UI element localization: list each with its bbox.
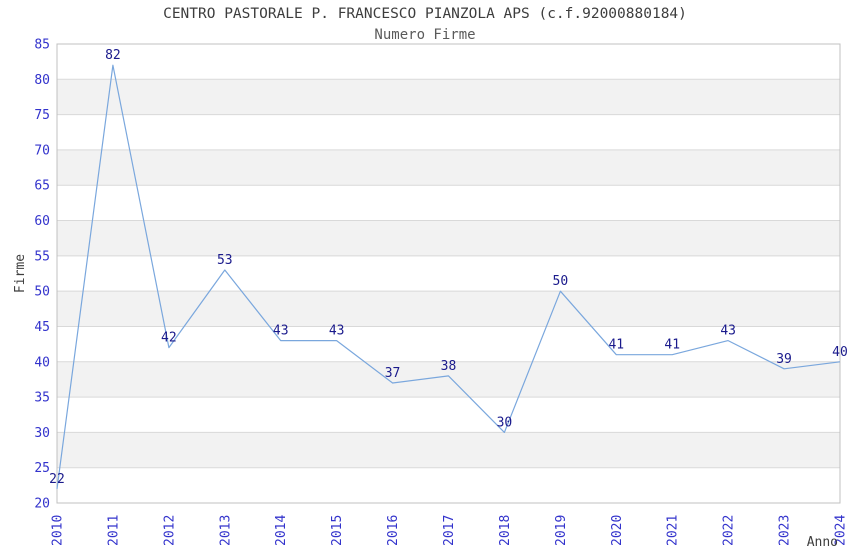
x-tick-label: 2021 [666, 515, 681, 546]
y-tick-label: 35 [34, 391, 50, 406]
y-tick-label: 75 [34, 108, 50, 123]
x-tick-label: 2024 [834, 515, 849, 546]
plot-band [57, 432, 840, 468]
data-line [56, 64, 841, 489]
x-tick-label: 2022 [722, 515, 737, 546]
y-tick-label: 60 [34, 214, 50, 229]
point-value-label: 40 [832, 345, 848, 360]
plot-band [57, 149, 840, 186]
x-tick-label: 2014 [274, 515, 289, 546]
x-tick-label: 2015 [330, 515, 345, 546]
chart-subtitle: Numero Firme [374, 27, 476, 43]
plot-band [57, 79, 840, 115]
x-tick-label: 2019 [554, 515, 569, 546]
y-tick-label: 45 [34, 320, 50, 335]
y-tick-label: 65 [34, 179, 50, 194]
y-tick-label: 40 [34, 355, 50, 370]
y-tick-label: 70 [34, 143, 50, 158]
point-value-label: 50 [553, 274, 569, 289]
x-tick-label: 2020 [610, 515, 625, 546]
point-value-label: 43 [273, 324, 289, 339]
x-tick-label: 2018 [498, 515, 513, 546]
plot-band [57, 361, 840, 398]
x-tick-label: 2011 [106, 515, 121, 546]
point-value-label: 41 [608, 338, 624, 353]
point-value-label: 38 [441, 359, 457, 374]
plot-border [56, 43, 841, 504]
y-tick-label: 20 [34, 497, 50, 512]
y-tick-label: 50 [34, 285, 50, 300]
y-axis-title: Firme [13, 254, 28, 293]
y-tick-label: 55 [34, 249, 50, 264]
plot-band [57, 220, 840, 256]
x-tick-label: 2012 [162, 515, 177, 546]
y-tick-label: 85 [34, 38, 50, 53]
x-tick-label: 2023 [778, 515, 793, 546]
x-tick-label: 2016 [386, 515, 401, 546]
point-value-label: 53 [217, 253, 233, 268]
point-value-label: 43 [329, 324, 345, 339]
point-value-label: 37 [385, 366, 401, 381]
chart-title: CENTRO PASTORALE P. FRANCESCO PIANZOLA A… [163, 6, 687, 22]
plot-band [57, 291, 840, 327]
point-value-label: 39 [776, 352, 792, 367]
y-tick-label: 25 [34, 461, 50, 476]
point-value-label: 41 [664, 338, 680, 353]
point-value-label: 82 [105, 48, 121, 63]
x-tick-label: 2013 [218, 515, 233, 546]
point-value-label: 22 [49, 472, 65, 487]
point-value-label: 30 [497, 415, 513, 430]
y-tick-label: 80 [34, 73, 50, 88]
y-tick-label: 30 [34, 426, 50, 441]
point-value-label: 42 [161, 331, 177, 346]
x-tick-label: 2010 [51, 515, 66, 546]
point-value-label: 43 [720, 324, 736, 339]
x-tick-label: 2017 [442, 515, 457, 546]
x-axis-title: Anno [807, 535, 838, 550]
